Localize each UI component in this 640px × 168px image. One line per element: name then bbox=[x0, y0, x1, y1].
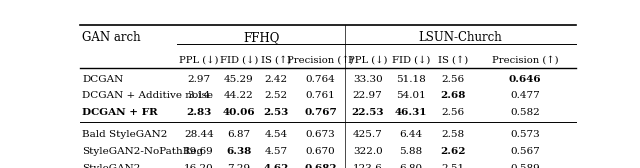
Text: Bald StyleGAN2: Bald StyleGAN2 bbox=[83, 130, 168, 139]
Text: 54.01: 54.01 bbox=[396, 91, 426, 100]
Text: 40.06: 40.06 bbox=[223, 108, 255, 117]
Text: 322.0: 322.0 bbox=[353, 147, 383, 156]
Text: 2.56: 2.56 bbox=[442, 75, 465, 83]
Text: 2.62: 2.62 bbox=[440, 147, 466, 156]
Text: 0.646: 0.646 bbox=[509, 75, 541, 83]
Text: 0.567: 0.567 bbox=[510, 147, 540, 156]
Text: 6.80: 6.80 bbox=[399, 164, 422, 168]
Text: 44.22: 44.22 bbox=[224, 91, 253, 100]
Text: 2.51: 2.51 bbox=[442, 164, 465, 168]
Text: DCGAN + Additive noise: DCGAN + Additive noise bbox=[83, 91, 214, 100]
Text: 0.767: 0.767 bbox=[304, 108, 337, 117]
Text: 0.673: 0.673 bbox=[306, 130, 335, 139]
Text: 4.57: 4.57 bbox=[264, 147, 287, 156]
Text: 2.56: 2.56 bbox=[442, 108, 465, 117]
Text: LSUN-Church: LSUN-Church bbox=[419, 31, 502, 44]
Text: 5.88: 5.88 bbox=[399, 147, 422, 156]
Text: StyleGAN2: StyleGAN2 bbox=[83, 164, 141, 168]
Text: 7.29: 7.29 bbox=[227, 164, 250, 168]
Text: Precision (↑): Precision (↑) bbox=[492, 55, 559, 64]
Text: 0.477: 0.477 bbox=[510, 91, 540, 100]
Text: 45.29: 45.29 bbox=[224, 75, 253, 83]
Text: 2.97: 2.97 bbox=[188, 75, 211, 83]
Text: 22.97: 22.97 bbox=[353, 91, 383, 100]
Text: 2.83: 2.83 bbox=[186, 108, 212, 117]
Text: Precision (↑): Precision (↑) bbox=[287, 55, 354, 64]
Text: DCGAN: DCGAN bbox=[83, 75, 124, 83]
Text: 6.87: 6.87 bbox=[227, 130, 250, 139]
Text: 4.54: 4.54 bbox=[264, 130, 287, 139]
Text: DCGAN + FR: DCGAN + FR bbox=[83, 108, 158, 117]
Text: 425.7: 425.7 bbox=[353, 130, 383, 139]
Text: 33.30: 33.30 bbox=[353, 75, 383, 83]
Text: FID (↓): FID (↓) bbox=[220, 55, 258, 64]
Text: 2.42: 2.42 bbox=[264, 75, 287, 83]
Text: 2.68: 2.68 bbox=[440, 91, 466, 100]
Text: 0.573: 0.573 bbox=[510, 130, 540, 139]
Text: 0.761: 0.761 bbox=[306, 91, 335, 100]
Text: 2.53: 2.53 bbox=[263, 108, 289, 117]
Text: 22.53: 22.53 bbox=[351, 108, 384, 117]
Text: 2.58: 2.58 bbox=[442, 130, 465, 139]
Text: 123.6: 123.6 bbox=[353, 164, 383, 168]
Text: IS (↑): IS (↑) bbox=[260, 55, 291, 64]
Text: 6.44: 6.44 bbox=[399, 130, 422, 139]
Text: 0.682: 0.682 bbox=[304, 164, 337, 168]
Text: IS (↑): IS (↑) bbox=[438, 55, 468, 64]
Text: FID (↓): FID (↓) bbox=[392, 55, 430, 64]
Text: 16.20: 16.20 bbox=[184, 164, 214, 168]
Text: 3.14: 3.14 bbox=[188, 91, 211, 100]
Text: 51.18: 51.18 bbox=[396, 75, 426, 83]
Text: 0.582: 0.582 bbox=[510, 108, 540, 117]
Text: 19.69: 19.69 bbox=[184, 147, 214, 156]
Text: PPL (↓): PPL (↓) bbox=[179, 55, 219, 64]
Text: 6.38: 6.38 bbox=[226, 147, 252, 156]
Text: 0.764: 0.764 bbox=[306, 75, 335, 83]
Text: 2.52: 2.52 bbox=[264, 91, 287, 100]
Text: StyleGAN2-NoPathReg: StyleGAN2-NoPathReg bbox=[83, 147, 204, 156]
Text: FFHQ: FFHQ bbox=[243, 31, 279, 44]
Text: GAN arch: GAN arch bbox=[83, 31, 141, 44]
Text: 4.62: 4.62 bbox=[263, 164, 289, 168]
Text: 28.44: 28.44 bbox=[184, 130, 214, 139]
Text: 0.670: 0.670 bbox=[306, 147, 335, 156]
Text: PPL (↓): PPL (↓) bbox=[348, 55, 387, 64]
Text: 46.31: 46.31 bbox=[395, 108, 428, 117]
Text: 0.589: 0.589 bbox=[510, 164, 540, 168]
